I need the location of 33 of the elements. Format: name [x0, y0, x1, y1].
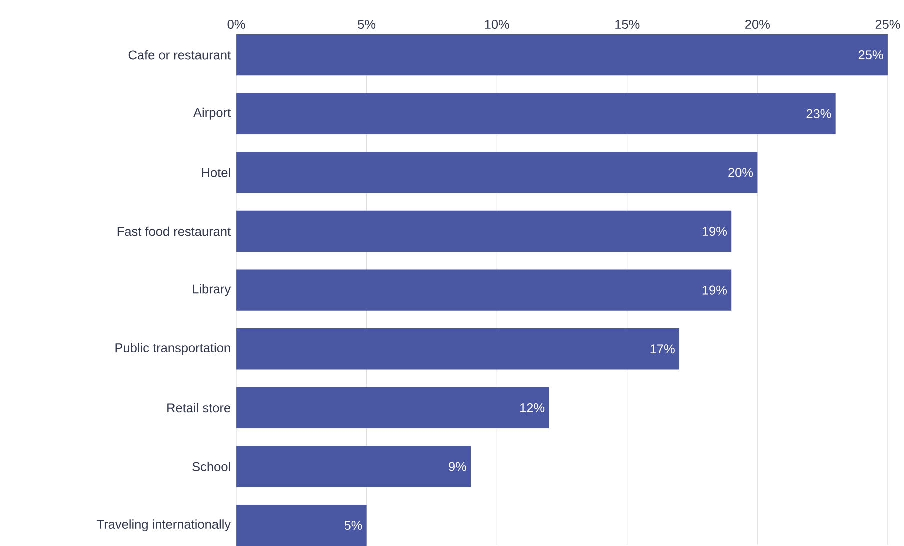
data-label: 9%: [449, 462, 466, 472]
y-tick-label: Cafe or restaurant: [128, 50, 231, 60]
x-tick-label: 10%: [485, 20, 510, 29]
bar: [236, 34, 888, 76]
x-tick-label: 5%: [358, 20, 376, 29]
data-label: 12%: [520, 403, 545, 412]
data-label: 17%: [650, 344, 675, 354]
y-tick-label: Hotel: [202, 168, 230, 178]
data-label: 19%: [702, 286, 728, 295]
data-label: 23%: [806, 109, 832, 118]
bar: [236, 504, 367, 546]
bar: [236, 446, 472, 488]
y-tick-label: Library: [193, 284, 232, 296]
y-tick-label: Airport: [194, 108, 231, 120]
y-tick-label: Traveling internationally: [97, 520, 232, 532]
x-tick-label: 0%: [228, 20, 246, 29]
data-label: 25%: [858, 50, 884, 60]
bar: [236, 210, 732, 252]
x-tick-label: 15%: [616, 20, 640, 29]
y-tick-label: Retail store: [168, 403, 230, 413]
bar: [236, 152, 758, 194]
x-tick-label: 20%: [746, 20, 770, 29]
y-tick-label: Public transportation: [116, 343, 230, 356]
bar: [236, 93, 836, 134]
bar: [236, 270, 732, 311]
data-label: 5%: [344, 521, 362, 530]
data-label: 20%: [728, 168, 754, 178]
data-label: 19%: [702, 226, 728, 236]
y-tick-label: Fast food restaurant: [118, 226, 231, 236]
bar: [236, 387, 550, 428]
x-tick-label: 25%: [876, 20, 900, 29]
bar: [236, 328, 680, 370]
y-tick-label: School: [192, 462, 230, 472]
